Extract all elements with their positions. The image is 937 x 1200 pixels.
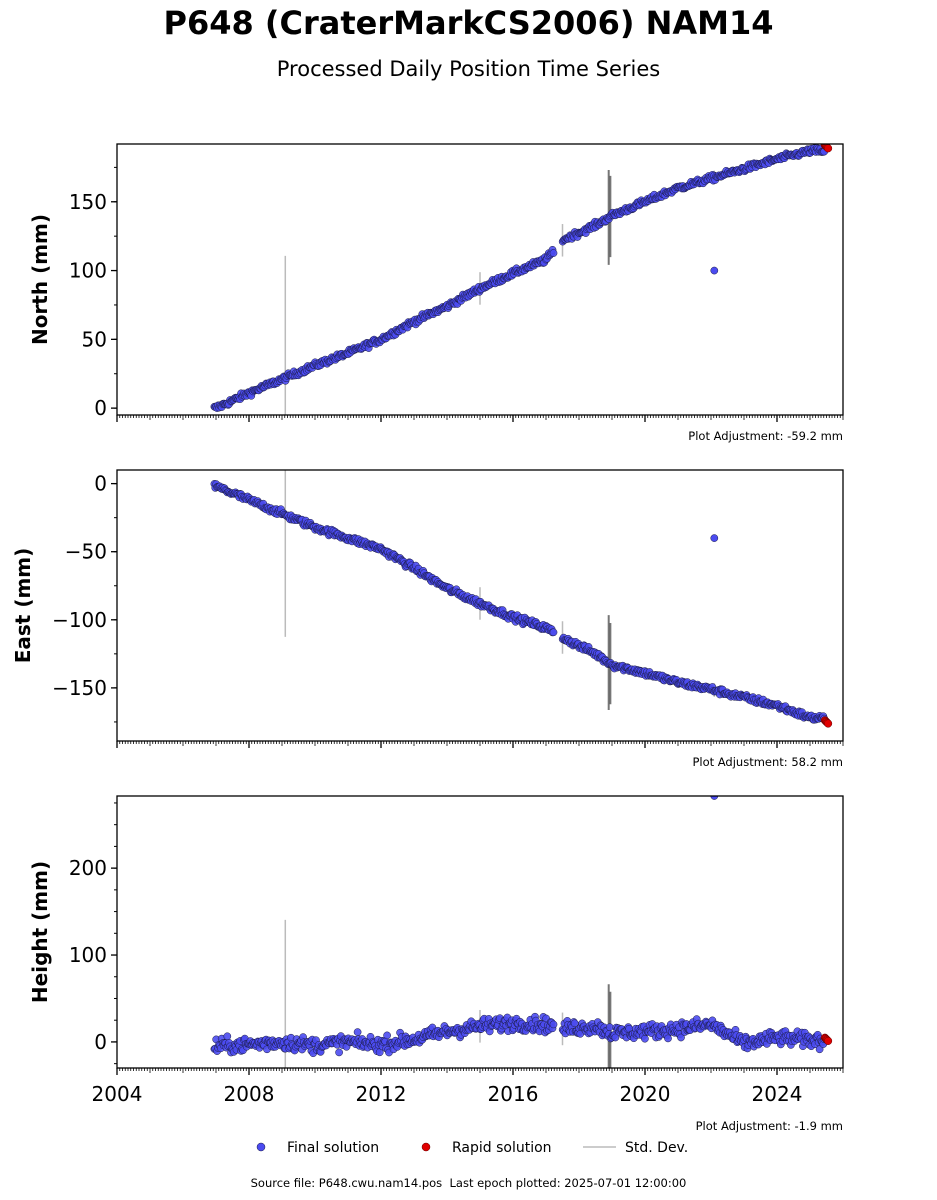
last-epoch-label: Last epoch plotted: 2025-07-01 12:00:00	[449, 1176, 687, 1190]
final-point	[664, 1034, 672, 1043]
x-tick-label: 2008	[224, 1082, 275, 1106]
plot-area	[210, 144, 833, 415]
y-axis-label: Height (mm)	[28, 861, 52, 1003]
y-tick-label: 0	[94, 472, 107, 496]
footer: Source file: P648.cwu.nam14.pos Last epo…	[0, 1176, 937, 1190]
legend-label: Final solution	[287, 1140, 379, 1156]
rapid-point	[824, 144, 833, 153]
final-solution-series	[210, 480, 829, 724]
y-tick-label: 100	[69, 259, 107, 283]
final-solution-series	[210, 1012, 829, 1058]
legend-label: Std. Dev.	[625, 1140, 688, 1156]
final-point	[353, 1028, 362, 1036]
source-file-label: Source file: P648.cwu.nam14.pos	[250, 1176, 443, 1190]
y-tick-label: −100	[52, 608, 107, 632]
chart-subtitle: Processed Daily Position Time Series	[276, 57, 661, 81]
y-axis-label: East (mm)	[11, 548, 35, 664]
rapid-solution-series	[820, 1033, 833, 1045]
final-point	[815, 1045, 824, 1054]
plot-area	[210, 470, 833, 728]
panel-1: 0 50 100 150 North (mm) Plot Adjustment: -59.…	[28, 143, 844, 443]
outlier-point	[710, 534, 719, 542]
y-tick-label: 0	[94, 396, 107, 420]
panel-2: 0 −50 −100 −150 East (mm) Plot Adjustment: 58…	[11, 469, 844, 769]
y-axis-label: North (mm)	[28, 214, 52, 345]
y-tick-label: −50	[65, 540, 107, 564]
legend-label: Rapid solution	[452, 1140, 552, 1156]
plot-adjustment-label: Plot Adjustment: -59.2 mm	[688, 429, 843, 443]
y-tick-label: 200	[69, 856, 107, 880]
x-tick-label: 2004	[92, 1082, 143, 1106]
final-point	[549, 1020, 558, 1029]
final-point	[677, 1033, 685, 1042]
final-point	[611, 1033, 620, 1042]
rapid-point	[824, 1036, 833, 1045]
final-point	[549, 249, 558, 257]
legend: Final solution Rapid solution Std. Dev.	[256, 1140, 688, 1156]
final-point	[335, 1048, 343, 1057]
chart-title: P648 (CraterMarkCS2006) NAM14	[163, 4, 774, 42]
y-tick-label: 50	[82, 327, 107, 351]
final-point	[549, 628, 558, 637]
y-tick-label: 100	[69, 943, 107, 967]
x-tick-label: 2020	[620, 1082, 671, 1106]
x-tick-label: 2012	[356, 1082, 407, 1106]
legend-final-swatch	[256, 1142, 266, 1152]
panel-3: 0 100 200 2004 2008 2012 2016 2020 2024 Height (m…	[28, 795, 844, 1133]
rapid-solution-series	[820, 716, 833, 728]
plot-area	[210, 796, 833, 1068]
x-tick-label: 2024	[752, 1082, 803, 1106]
plot-adjustment-label: Plot Adjustment: -1.9 mm	[696, 1119, 843, 1133]
final-point	[641, 1034, 649, 1043]
rapid-solution-series	[820, 144, 833, 153]
y-tick-label: 150	[69, 190, 107, 214]
y-tick-label: 0	[94, 1030, 107, 1054]
legend-rapid-swatch	[421, 1142, 431, 1152]
y-tick-label: −150	[52, 676, 107, 700]
final-solution-series	[210, 144, 829, 412]
plot-adjustment-label: Plot Adjustment: 58.2 mm	[692, 755, 843, 769]
outlier-point	[710, 266, 719, 275]
final-point	[383, 1031, 391, 1040]
x-tick-label: 2016	[488, 1082, 539, 1106]
rapid-point	[824, 719, 833, 728]
final-point	[605, 1023, 614, 1032]
final-point	[223, 1032, 232, 1041]
